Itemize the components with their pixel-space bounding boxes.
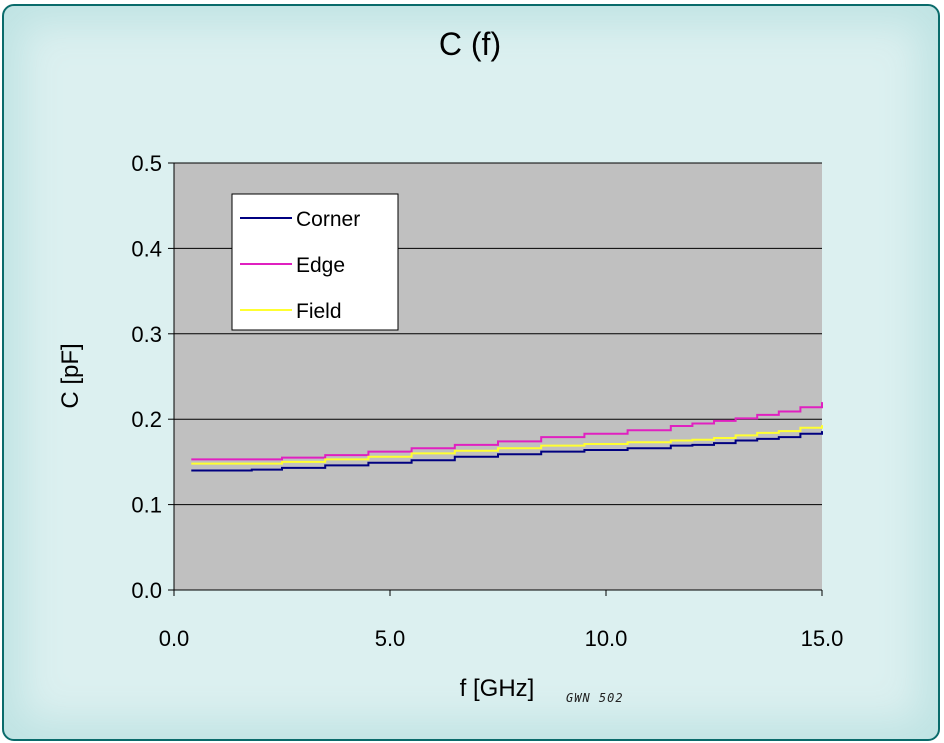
series-lines <box>191 402 823 472</box>
x-axis-label: f [GHz] <box>460 675 535 702</box>
x-tick-label: 5.0 <box>375 626 406 651</box>
legend-label: Field <box>296 300 342 323</box>
legend: Corner Edge Field <box>231 193 399 331</box>
axes <box>173 163 822 591</box>
x-tick-label: 0.0 <box>159 626 190 651</box>
chart-title: C (f) <box>438 26 502 62</box>
tick-labels: 0.0 0.1 0.2 0.3 0.4 0.5 0.0 5.0 10.0 15.0 <box>131 151 843 651</box>
y-tick-label: 0.1 <box>131 493 162 518</box>
y-tick-label: 0.2 <box>131 407 162 432</box>
series-line-corner <box>191 431 823 472</box>
legend-label: Corner <box>296 208 360 231</box>
legend-box <box>231 193 399 331</box>
y-tick-label: 0.0 <box>131 578 162 603</box>
x-tick-label: 15.0 <box>801 626 844 651</box>
y-tick-label: 0.5 <box>131 151 162 176</box>
y-tick-label: 0.4 <box>131 236 162 261</box>
y-tick-label: 0.3 <box>131 322 162 347</box>
y-axis-label: C [pF] <box>57 343 84 408</box>
series-line-field <box>191 425 823 465</box>
x-tick-label: 10.0 <box>585 626 628 651</box>
watermark: GWN 502 <box>566 691 624 705</box>
series-line-edge <box>191 402 823 461</box>
legend-label: Edge <box>296 254 345 277</box>
